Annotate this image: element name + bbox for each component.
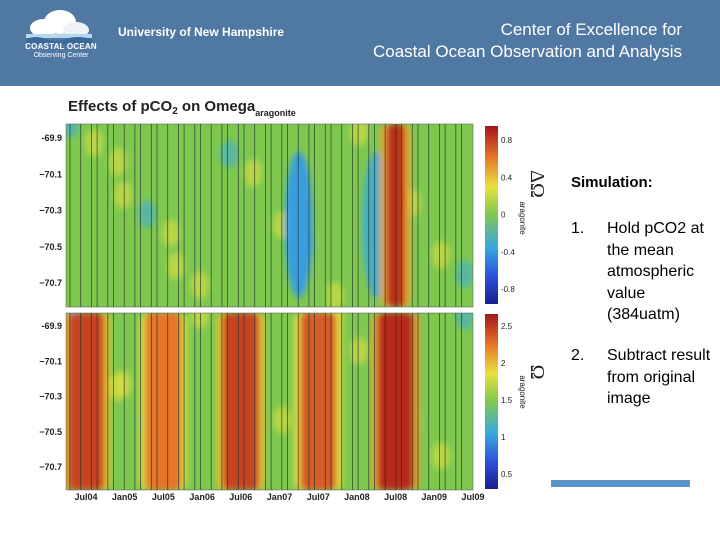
- y-tick-label: −70.7: [39, 278, 62, 288]
- step-text: Hold pCO2 at the mean atmospheric value …: [607, 220, 704, 323]
- heatmap-texture: [350, 124, 368, 146]
- figure-title: Effects of pCO2 on Omegaaragonite: [68, 98, 296, 118]
- y-tick-label: −70.1: [39, 169, 62, 179]
- colorbar-tick-label: -0.4: [501, 248, 515, 257]
- top-colorbar-sublabel: aragonite: [518, 201, 527, 235]
- bottom-colorbar-gradient: [485, 314, 498, 489]
- y-tick-label: −70.7: [39, 462, 62, 472]
- colorbar-tick-label: 0.8: [501, 136, 513, 145]
- center-title-line-2: Coastal Ocean Observation and Analysis: [372, 42, 682, 61]
- heatmap-texture: [162, 219, 180, 247]
- step-number: 2.: [571, 347, 585, 364]
- step-number: 1.: [571, 220, 585, 237]
- colorbar-tick-label: -0.8: [501, 285, 515, 294]
- y-tick-label: −70.5: [39, 242, 62, 252]
- heatmap-texture: [456, 260, 473, 288]
- figure-title-part2: on Omega: [177, 98, 256, 115]
- heatmap-texture: [326, 282, 344, 307]
- y-tick-label: -69.9: [41, 133, 62, 143]
- figure-title-subscript: aragonite: [255, 108, 296, 118]
- x-tick-label-Jan08: Jan08: [344, 492, 370, 502]
- colorbar-tick-label: 2.5: [501, 322, 513, 331]
- heatmap-texture: [191, 271, 209, 299]
- y-tick-label: −70.3: [39, 392, 62, 402]
- heatmap-warm-band: [145, 313, 182, 490]
- y-tick-label: −70.1: [39, 356, 62, 366]
- colorbar-tick-label: 1.5: [501, 396, 513, 405]
- y-tick-label: −70.3: [39, 206, 62, 216]
- heatmap-texture: [191, 313, 209, 329]
- bottom-colorbar-sublabel: aragonite: [518, 375, 527, 409]
- logo-line-1: COASTAL OCEAN: [25, 42, 97, 51]
- top-colorbar-gradient: [485, 126, 498, 304]
- x-tick-label-Jul06: Jul06: [229, 492, 252, 502]
- colorbar-tick-label: 2: [501, 359, 506, 368]
- heatmap-texture: [456, 313, 473, 330]
- figure-title-sub: 2: [172, 106, 178, 117]
- x-tick-label-Jul05: Jul05: [152, 492, 175, 502]
- heatmap-texture: [220, 140, 238, 168]
- y-tick-label: −70.5: [39, 427, 62, 437]
- heatmap-texture: [350, 337, 368, 365]
- top-heatmap-panel: [65, 123, 474, 308]
- bottom-heatmap-panel: [65, 312, 474, 491]
- x-tick-label-Jan07: Jan07: [267, 492, 293, 502]
- heatmap-texture: [85, 129, 103, 157]
- heatmap-texture: [432, 442, 450, 470]
- heatmap-texture: [244, 159, 262, 187]
- top-colorbar: 0.8 0.4 0 -0.4 -0.8 ΔΩ aragonite: [485, 126, 548, 304]
- colorbar-tick-label: 0.4: [501, 173, 513, 182]
- simulation-title: Simulation:: [571, 174, 653, 191]
- step-text: Subtract result from original image: [607, 347, 711, 407]
- accent-bar: [551, 480, 690, 487]
- x-tick-label-Jan05: Jan05: [112, 492, 138, 502]
- bottom-colorbar-label: Ω: [526, 365, 548, 380]
- colorbar-tick-label: 0.5: [501, 470, 513, 479]
- x-tick-label-Jul07: Jul07: [307, 492, 330, 502]
- colorbar-tick-label: 1: [501, 433, 506, 442]
- university-name: University of New Hampshire: [118, 25, 285, 39]
- top-colorbar-label: ΔΩ: [526, 170, 548, 198]
- bottom-colorbar: 2.5 2 1.5 1 0.5 Ω aragonite: [485, 314, 548, 489]
- x-tick-label-Jan09: Jan09: [422, 492, 448, 502]
- coastal-ocean-logo: [26, 10, 92, 44]
- heatmap-texture: [432, 241, 450, 269]
- figure-title-part1: Effects of pCO: [68, 98, 173, 115]
- center-title-line-1: Center of Excellence for: [500, 20, 682, 39]
- x-tick-label-Jul04: Jul04: [74, 492, 97, 502]
- x-tick-label-Jul09: Jul09: [461, 492, 484, 502]
- colorbar-tick-label: 0: [501, 211, 506, 220]
- y-tick-label: -69.9: [41, 321, 62, 331]
- x-tick-label-Jul08: Jul08: [384, 492, 407, 502]
- heatmap-texture: [66, 124, 79, 138]
- heatmap-texture: [114, 181, 132, 209]
- x-tick-label-Jan06: Jan06: [189, 492, 215, 502]
- logo-line-2: Observing Center: [33, 52, 89, 59]
- heatmap-warm-band: [222, 313, 259, 490]
- heatmap-texture: [167, 252, 185, 280]
- heatmap-cool-band: [284, 151, 313, 298]
- header-banner: COASTAL OCEAN Observing Center Universit…: [0, 0, 720, 86]
- heatmap-warm-band: [68, 313, 104, 490]
